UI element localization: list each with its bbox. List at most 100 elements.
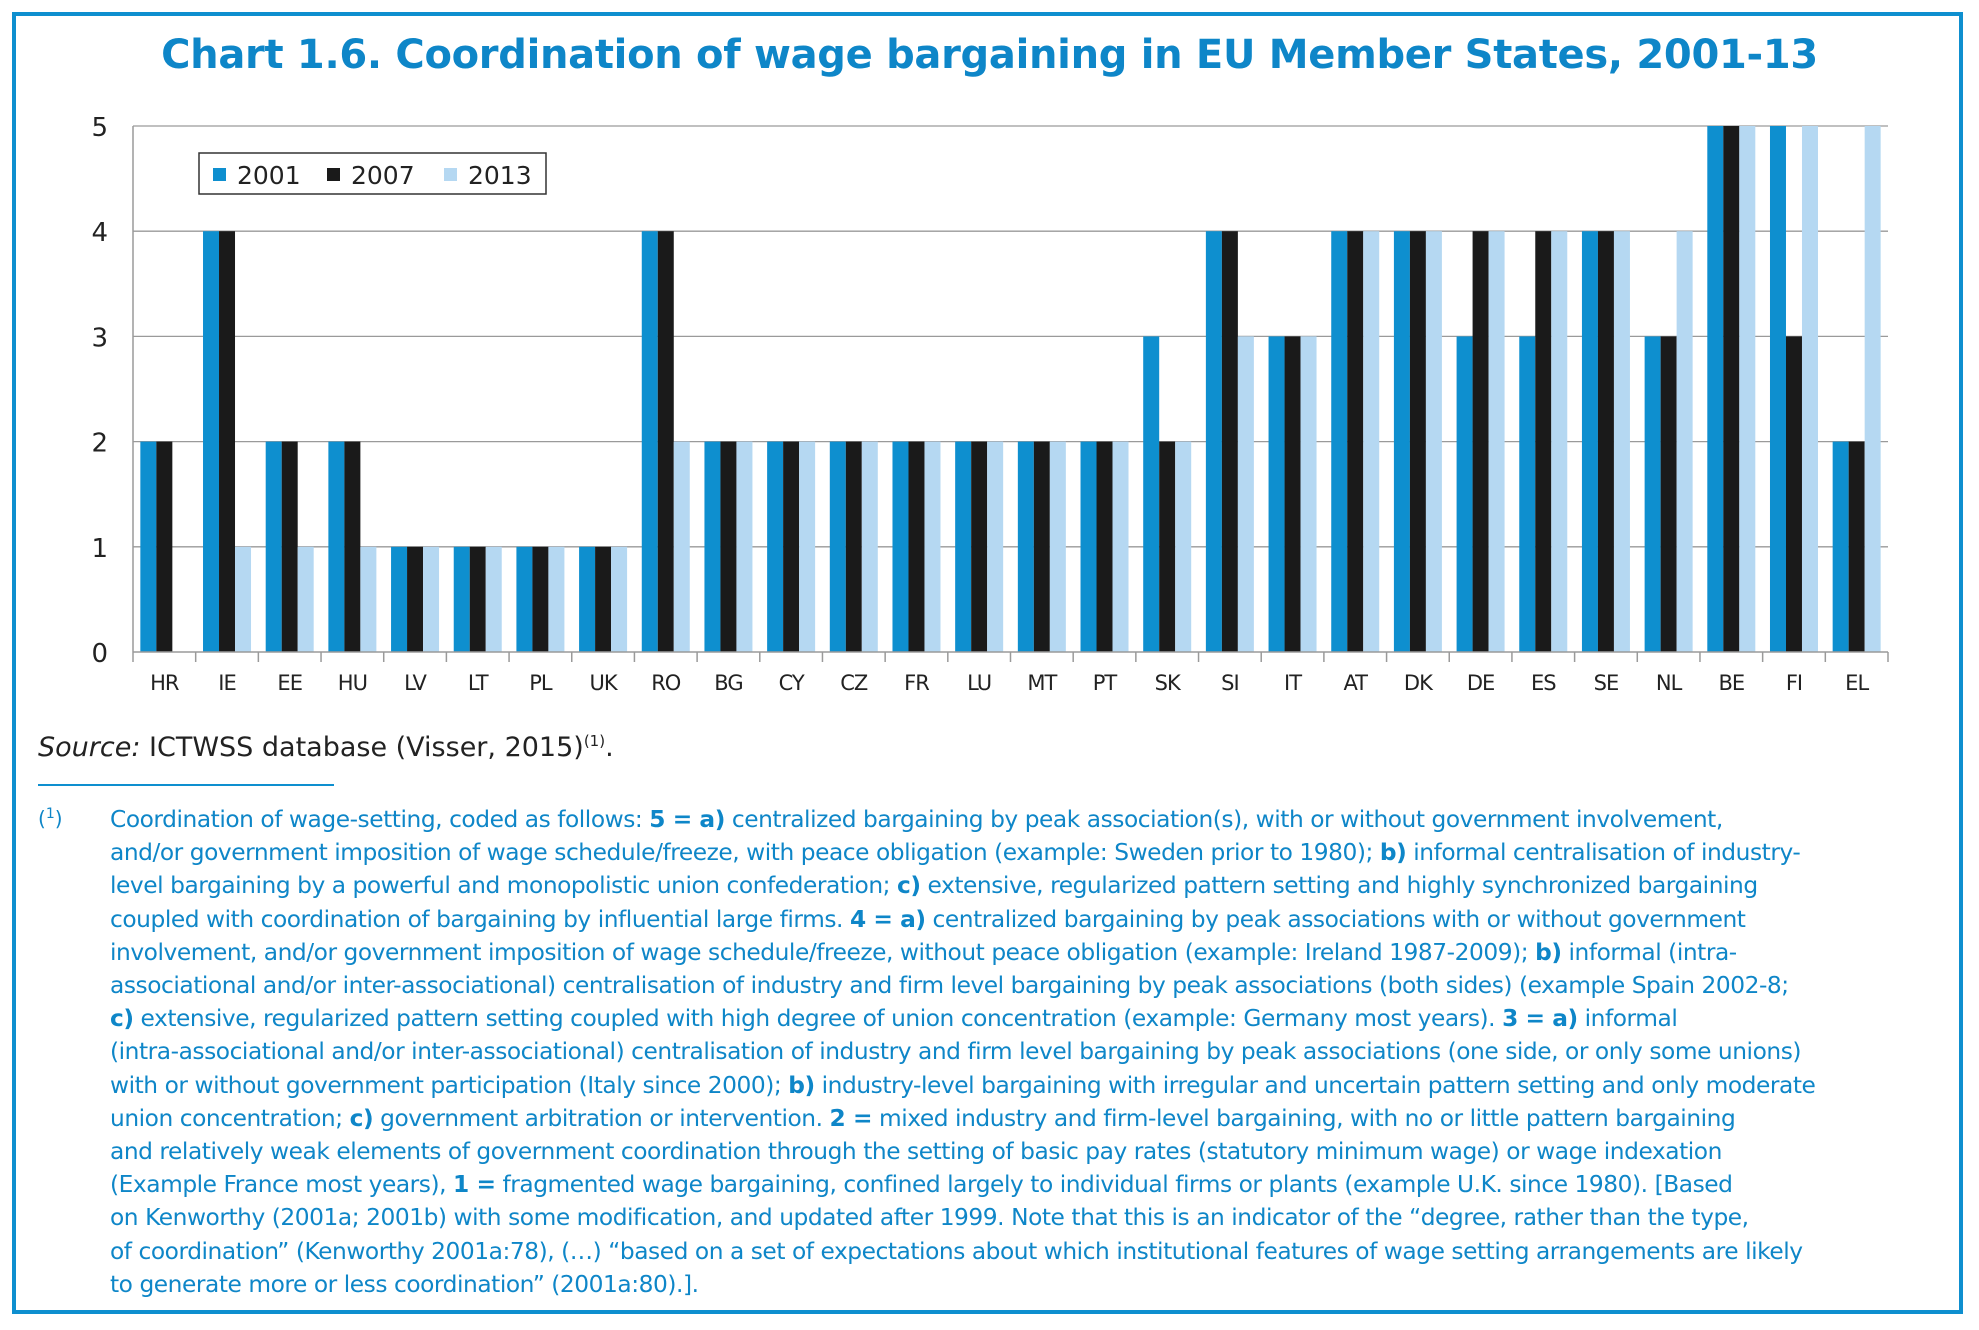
bar-2001-UK: [579, 546, 596, 652]
footnote-segment: mixed industry and firm-level bargaining…: [872, 1104, 1736, 1132]
bar-2001-PT: [1080, 441, 1097, 652]
footnote-code: 4 = a): [849, 905, 926, 933]
bar-2001-SK: [1143, 336, 1160, 652]
source-label: Source:: [38, 732, 141, 763]
y-tick-label: 1: [91, 534, 108, 564]
bar-2007-IT: [1284, 336, 1301, 652]
bar-2007-IE: [219, 231, 236, 652]
footnote-segment: extensive, regularized pattern setting a…: [920, 872, 1759, 900]
x-tick-label: DK: [1404, 671, 1434, 695]
bar-2013-UK: [611, 546, 628, 652]
footnote-line: and relatively weak elements of governme…: [110, 1135, 1940, 1168]
bar-2013-DK: [1425, 231, 1442, 652]
bar-2013-EL: [1864, 126, 1881, 652]
x-tick-label: EE: [277, 671, 302, 695]
bar-2007-PL: [532, 546, 549, 652]
footnote-code: 3 = a): [1502, 1005, 1578, 1033]
bar-2007-SI: [1221, 231, 1238, 652]
bar-2001-LU: [955, 441, 972, 652]
bar-2013-BE: [1739, 126, 1756, 652]
bar-2007-DE: [1472, 231, 1489, 652]
bar-2001-LT: [453, 546, 470, 652]
footnote-segment: government arbitration or intervention.: [373, 1104, 830, 1132]
footnote-segment: informal (intra-: [1561, 938, 1738, 966]
footnote-segment: extensive, regularized pattern setting c…: [133, 1005, 1503, 1033]
bar-2007-HU: [344, 441, 361, 652]
y-tick-label: 3: [91, 323, 108, 353]
y-tick-label: 5: [91, 113, 108, 143]
footnote-segment: and relatively weak elements of governme…: [110, 1138, 1722, 1166]
footnote-line: c) extensive, regularized pattern settin…: [110, 1002, 1940, 1035]
footnote-segment: Coordination of wage-setting, coded as f…: [110, 806, 650, 833]
footnote-line: to generate more or less coordination” (…: [110, 1268, 1940, 1301]
bar-2013-CY: [799, 441, 816, 652]
x-tick-label: CZ: [840, 671, 868, 695]
bar-2007-FR: [908, 441, 925, 652]
bar-chart: 0 1 2 3 4 5 HR IE EE HU LV LT PL UK RO BG CY CZ FR LU MT PT SK…: [91, 113, 1889, 695]
bar-2013-MT: [1049, 441, 1066, 652]
bar-2013-HU: [360, 546, 377, 652]
footnote-segment: (Example France most years),: [110, 1171, 454, 1199]
bar-2013-DE: [1488, 231, 1505, 652]
footnote-line: involvement, and/or government impositio…: [110, 936, 1940, 969]
x-tick-label: PT: [1093, 671, 1118, 695]
footnote-segment: fragmented wage bargaining, confined lar…: [495, 1171, 1733, 1199]
footnote-segment: industry-level bargaining with irregular…: [814, 1071, 1816, 1099]
footnote-segment: involvement, and/or government impositio…: [110, 938, 1536, 966]
x-tick-label: RO: [651, 671, 681, 695]
footnote-line: associational and/or inter-associational…: [110, 969, 1940, 1002]
bar-2001-HR: [140, 441, 157, 652]
bar-2007-ES: [1535, 231, 1552, 652]
footnote-text: Coordination of wage-setting, coded as f…: [110, 803, 1940, 1301]
bar-2013-SI: [1237, 336, 1254, 652]
footnote-line: union concentration; c) government arbit…: [110, 1102, 1940, 1135]
bar-2013-FI: [1801, 126, 1818, 652]
footnote-code: 1 =: [453, 1171, 496, 1199]
bar-2007-LU: [971, 441, 988, 652]
x-tick-label: MT: [1027, 671, 1057, 695]
bar-2013-LT: [485, 546, 502, 652]
bar-2001-DK: [1393, 231, 1410, 652]
y-tick-label: 2: [91, 429, 108, 459]
bar-2007-UK: [595, 546, 612, 652]
x-tick-label: HU: [338, 671, 367, 695]
bar-2001-FR: [892, 441, 909, 652]
x-tick-label: AT: [1343, 671, 1368, 695]
bar-2001-MT: [1017, 441, 1034, 652]
x-tick-label: LT: [468, 671, 489, 695]
bar-2001-DE: [1456, 336, 1473, 652]
footnote-line: and/or government imposition of wage sch…: [110, 836, 1940, 869]
footnote-segment: informal centralisation of industry-: [1406, 839, 1801, 867]
bar-2007-RO: [657, 231, 674, 652]
footnote-segment: informal: [1577, 1005, 1678, 1033]
y-tick-label: 0: [91, 639, 108, 669]
source-note-ref: (1): [583, 732, 606, 750]
bar-2013-PT: [1112, 441, 1129, 652]
bar-2007-SK: [1159, 441, 1176, 652]
x-tick-label: DE: [1467, 671, 1494, 695]
footnote-code: b): [1535, 938, 1562, 966]
bar-2001-ES: [1519, 336, 1536, 652]
x-tick-label: IE: [218, 671, 235, 695]
x-tick-label: SI: [1221, 671, 1239, 695]
bar-2013-IE: [235, 546, 252, 652]
x-tick-label: FR: [904, 671, 929, 695]
bar-2013-EE: [297, 546, 314, 652]
footnote-line: (Example France most years), 1 = fragmen…: [110, 1168, 1940, 1201]
legend-box: [198, 152, 547, 195]
legend-swatch-2007: [327, 168, 340, 181]
bar-2013-NL: [1676, 231, 1693, 652]
legend-swatch-2013: [444, 168, 457, 181]
x-tick-label: PL: [529, 671, 553, 695]
y-tick-label: 4: [91, 218, 108, 248]
bar-2013-CZ: [861, 441, 878, 652]
footnote-line: of coordination” (Kenworthy 2001a:78), (…: [110, 1235, 1940, 1268]
footnote-line: coupled with coordination of bargaining …: [110, 903, 1940, 936]
bar-2013-BG: [736, 441, 753, 652]
footnote-segment: level bargaining by a powerful and monop…: [110, 872, 898, 900]
bar-2001-PL: [516, 546, 533, 652]
bar-2013-LV: [423, 546, 440, 652]
bar-2007-EE: [281, 441, 298, 652]
bar-2007-NL: [1660, 336, 1677, 652]
footnote-code: 2 =: [829, 1104, 873, 1132]
